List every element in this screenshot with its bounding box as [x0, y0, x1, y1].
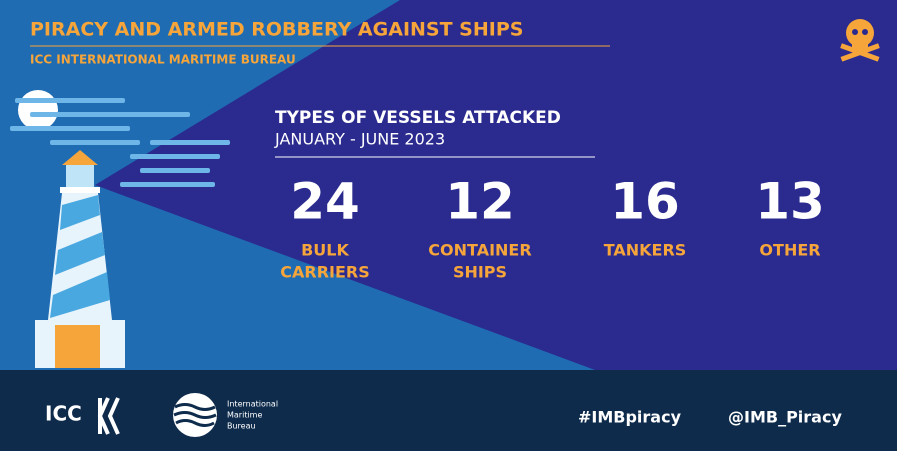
- hashtag: #IMBpiracy: [578, 408, 682, 427]
- light-beam: [95, 0, 897, 370]
- title: PIRACY AND ARMED ROBBERY AGAINST SHIPS: [30, 19, 523, 41]
- stat-label: SHIPS: [453, 263, 507, 282]
- stat-value: 16: [610, 173, 680, 231]
- stat-label: TANKERS: [604, 241, 687, 260]
- stat-value: 24: [290, 173, 360, 231]
- stats: 24 BULK CARRIERS 12 CONTAINER SHIPS 16 TANKERS 1…: [280, 173, 825, 282]
- subtitle: ICC INTERNATIONAL MARITIME BUREAU: [30, 53, 296, 67]
- imb-logo-text: Bureau: [227, 422, 256, 431]
- imb-logo-text: Maritime: [227, 411, 262, 420]
- clouds: [10, 98, 230, 187]
- stat-label: OTHER: [759, 241, 820, 260]
- panel-period: JANUARY - JUNE 2023: [274, 130, 445, 149]
- moon: [18, 90, 58, 130]
- imb-logo-waves: [173, 403, 217, 427]
- panel-title: TYPES OF VESSELS ATTACKED: [275, 108, 561, 128]
- imb-logo-text: International: [227, 400, 278, 409]
- footer: [0, 370, 897, 451]
- stat-label: CONTAINER: [428, 241, 531, 260]
- icc-logo-mark: [97, 397, 120, 435]
- stat-label: CARRIERS: [280, 263, 370, 282]
- stat-label: BULK: [301, 241, 349, 260]
- skull-icon: [840, 19, 880, 62]
- lighthouse: [35, 150, 125, 368]
- stat-value: 13: [755, 173, 825, 231]
- stat-value: 12: [445, 173, 515, 231]
- handle: @IMB_Piracy: [728, 408, 842, 427]
- icc-logo: ICC: [45, 402, 82, 426]
